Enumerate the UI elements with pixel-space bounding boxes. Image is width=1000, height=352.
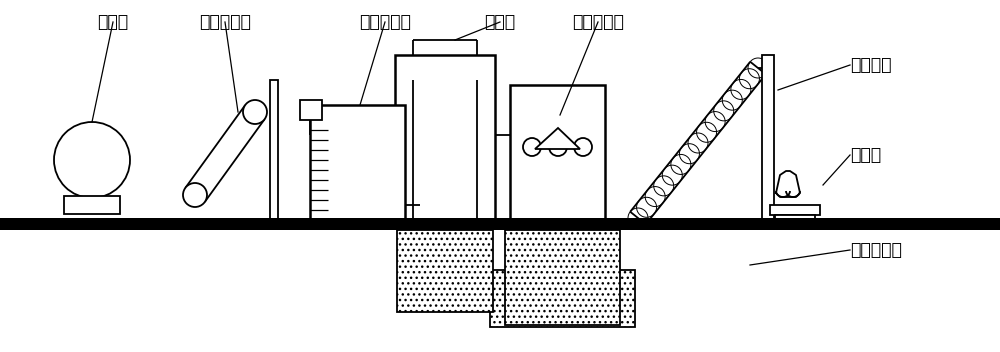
Text: 搅拌反应池: 搅拌反应池 [359, 13, 411, 31]
Text: 皮带传送机: 皮带传送机 [199, 13, 251, 31]
Polygon shape [535, 128, 580, 149]
Circle shape [523, 138, 541, 156]
Bar [770, 205, 820, 215]
Bar [396, 115, 494, 219]
Bar [64, 196, 120, 214]
Bar [490, 270, 635, 327]
Bar [397, 230, 493, 312]
Text: 污水处理池: 污水处理池 [850, 241, 902, 259]
Circle shape [574, 138, 592, 156]
Text: 粉碎机: 粉碎机 [97, 13, 129, 31]
Text: 打包称: 打包称 [850, 146, 881, 164]
Bar [505, 230, 620, 325]
Bar [310, 105, 405, 220]
Text: 沉淀池: 沉淀池 [484, 13, 516, 31]
Bar [395, 55, 495, 220]
Circle shape [549, 138, 567, 156]
Circle shape [243, 100, 267, 124]
Text: 刮板干燥机: 刮板干燥机 [572, 13, 624, 31]
Circle shape [54, 122, 130, 198]
Bar [312, 163, 403, 218]
Bar [300, 100, 322, 120]
Bar [510, 85, 605, 220]
Text: 传输蛟龙: 传输蛟龙 [850, 56, 892, 74]
Bar [762, 55, 774, 220]
Bar [0, 218, 1000, 230]
Bar [270, 80, 278, 220]
Circle shape [183, 183, 207, 207]
Bar [775, 215, 815, 223]
